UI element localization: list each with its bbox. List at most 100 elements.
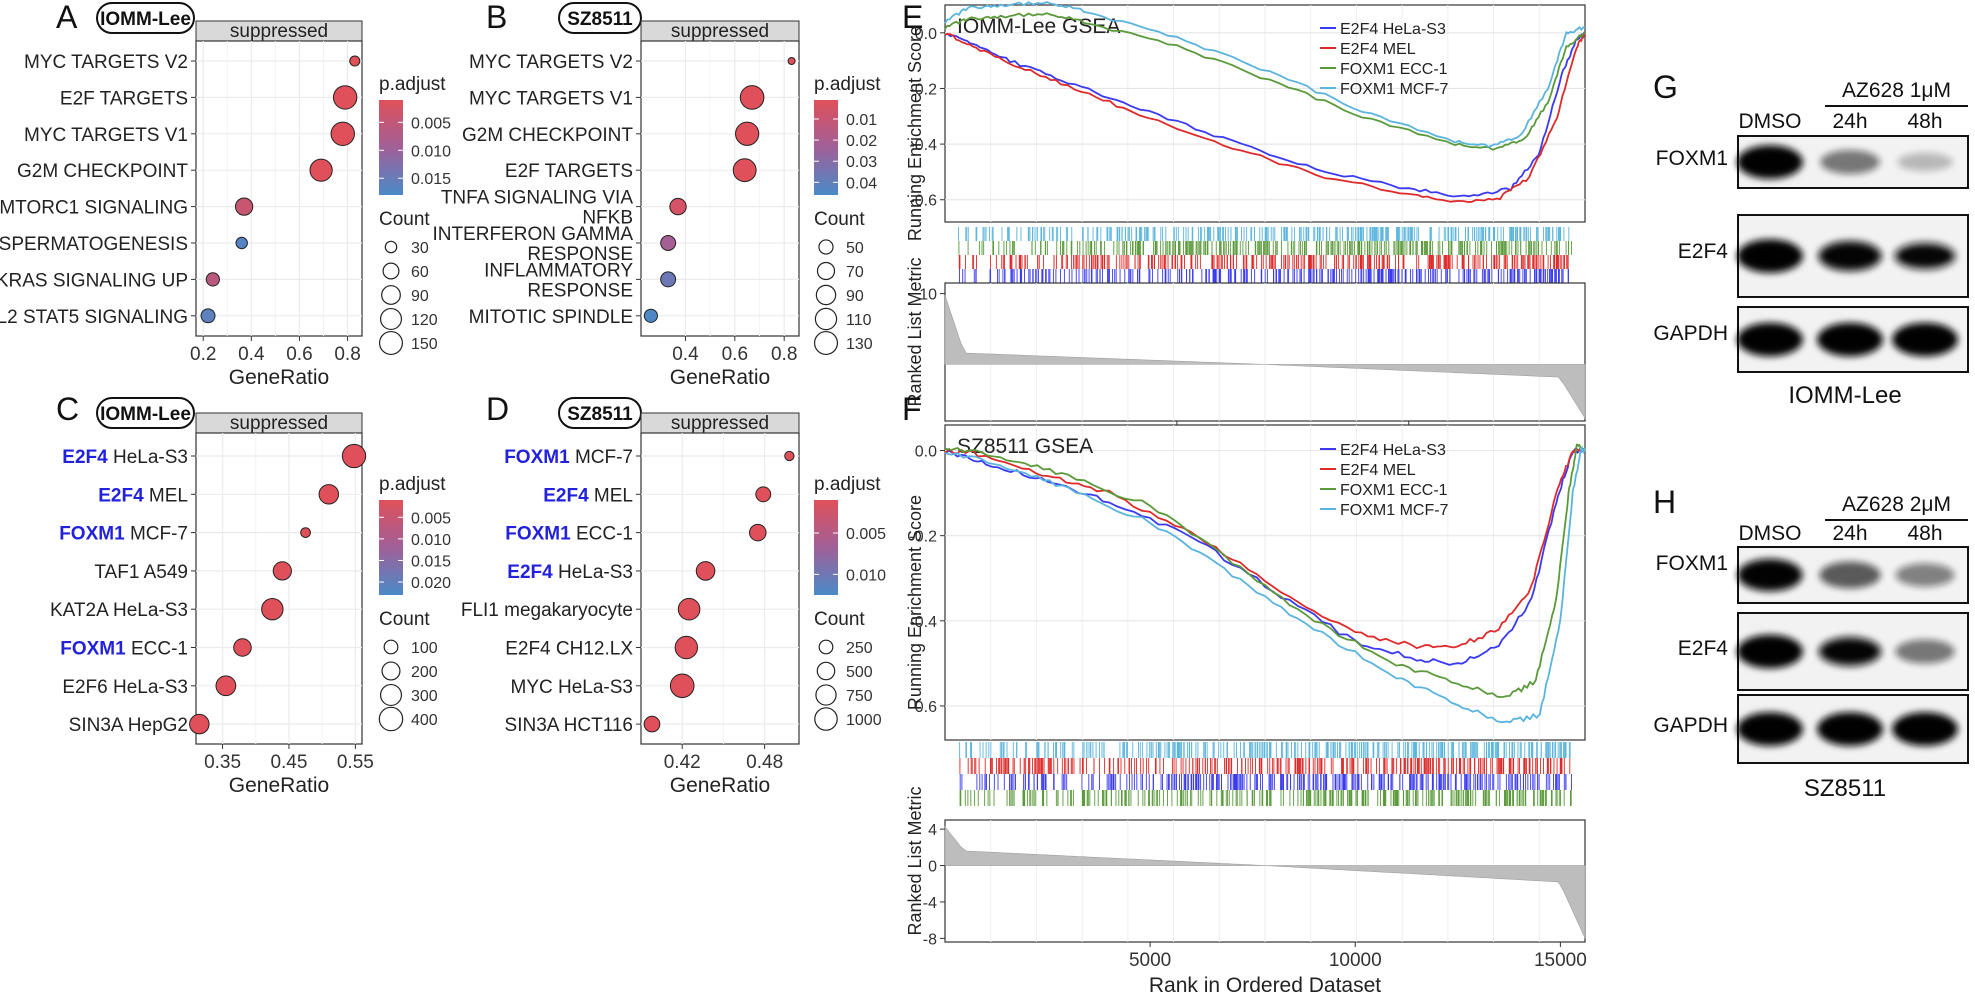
legend-colorbar <box>379 500 403 595</box>
protein-band-core <box>1744 641 1796 662</box>
data-point <box>300 527 311 538</box>
lane-label: 24h <box>1832 522 1867 545</box>
protein-band-core <box>1824 642 1876 661</box>
gsea-f: F 0.0 -0.2 -0.4 -0.6 SZ8511 GSEA E2F4 HeLa-S3 E… <box>902 391 1587 997</box>
protein-band <box>1897 152 1953 172</box>
legend-size-swatch <box>816 661 836 681</box>
ranked-metric-area <box>944 825 1586 939</box>
y-tick-label: -0.4 <box>909 137 937 154</box>
category-label: FOXM1 ECC-1 <box>60 639 188 660</box>
western-blot-h: H DMSO AZ628 2μM 24h 48h FOXM1 E2F4 GAPDH SZ8511 <box>1653 484 1969 802</box>
category-label: E2F4 HeLa-S3 <box>62 447 188 468</box>
protein-band-core <box>1900 247 1950 265</box>
colorbar-label: 0.04 <box>846 175 877 192</box>
y-tick-label: 0.0 <box>915 26 937 43</box>
es-curve <box>944 443 1586 699</box>
data-point <box>189 713 210 735</box>
legend-size-swatch <box>818 239 834 255</box>
protein-band-core <box>1744 329 1796 350</box>
legend-size-label: 300 <box>411 688 438 705</box>
data-point <box>330 121 355 147</box>
plot-panel <box>640 40 800 337</box>
cell-line-label: IOMM-Lee <box>100 9 191 30</box>
category-label: E2F4 MEL <box>98 485 188 506</box>
x-tick-label: 0.8 <box>771 344 797 365</box>
x-axis-label: Rank in Ordered Dataset <box>1149 974 1381 997</box>
colorbar-label: 0.005 <box>411 510 451 527</box>
legend-label: FOXM1 MCF-7 <box>1340 502 1449 519</box>
legend-size-label: 110 <box>846 312 872 329</box>
legend-label: FOXM1 MCF-7 <box>1340 81 1449 98</box>
legend-label: FOXM1 ECC-1 <box>1340 61 1448 78</box>
drug-label: AZ628 1μM <box>1842 79 1951 102</box>
x-axis-label: GeneRatio <box>670 366 770 389</box>
y-tick-label: 0.0 <box>915 444 937 461</box>
legend-size-swatch <box>381 661 401 681</box>
tf-name: E2F4 <box>507 562 558 583</box>
category-label: E2F TARGETS <box>505 161 633 182</box>
category-label: MTORC1 SIGNALING <box>0 198 188 219</box>
cell-line-badge <box>558 2 642 34</box>
western-blot-g: G DMSO AZ628 1μM 24h 48h FOXM1 E2F4 GAPDH IOMM-L… <box>1653 69 1969 409</box>
category-label: G2M CHECKPOINT <box>17 161 188 182</box>
legend-size-swatch <box>378 706 404 732</box>
panel-letter-h: H <box>1653 484 1676 520</box>
x-tick-label: 5000 <box>1129 950 1171 971</box>
legend-label: E2F4 MEL <box>1340 462 1416 479</box>
legend-size-label: 50 <box>846 240 864 257</box>
legend-color-title: p.adjust <box>814 474 881 495</box>
protein-band-core <box>1899 719 1951 739</box>
cell-name: HeLa-S3 <box>113 447 188 468</box>
legend-size-swatch <box>378 330 404 356</box>
category-label: MYC HeLa-S3 <box>511 677 634 698</box>
legend-size-label: 30 <box>411 240 429 257</box>
y-tick-label: 10 <box>919 287 937 304</box>
data-point <box>695 561 716 581</box>
legend-size-swatch <box>813 330 839 356</box>
cell-name: MCF-7 <box>575 447 633 468</box>
category-label: MYC TARGETS V1 <box>469 88 633 109</box>
cell-name: HeLa-S3 <box>558 562 633 583</box>
legend-size-label: 60 <box>411 264 429 281</box>
dotplot-c: C IOMM-Lee suppressed 0.35 0.45 0.55 E2F4 HeLa… <box>50 391 451 797</box>
category-label: TNFA SIGNALING VIA <box>441 188 633 209</box>
category-label: FOXM1 MCF-7 <box>504 447 633 468</box>
blot-cell-line: SZ8511 <box>1804 775 1886 802</box>
x-tick-label: 15000 <box>1534 950 1587 971</box>
category-label: KRAS SIGNALING UP <box>0 270 188 291</box>
legend-color-title: p.adjust <box>814 74 881 95</box>
data-point <box>660 235 677 251</box>
tf-name: E2F4 <box>543 485 594 506</box>
y-tick-label: -0.6 <box>909 699 937 716</box>
data-point <box>677 597 701 621</box>
tf-name: E2F4 <box>98 485 149 506</box>
category-label: MYC TARGETS V1 <box>24 125 188 146</box>
lane-label: DMSO <box>1739 110 1802 133</box>
gsea-title: SZ8511 GSEA <box>957 435 1093 458</box>
legend-label: E2F4 MEL <box>1340 41 1416 58</box>
legend-size-label: 130 <box>846 336 873 353</box>
es-curve <box>944 447 1586 666</box>
y-axis-label-metric: Ranked List Metric <box>905 257 925 406</box>
facet-strip-label: suppressed <box>671 413 769 434</box>
data-point <box>200 308 216 324</box>
legend-color-title: p.adjust <box>379 474 446 495</box>
es-curve <box>944 1 1586 149</box>
data-point <box>341 443 367 469</box>
legend-size-label: 120 <box>411 312 438 329</box>
legend-size-swatch <box>814 307 838 331</box>
facet-strip-label: suppressed <box>671 21 769 42</box>
dotplot-a: A IOMM-Lee suppressed 0.2 0.4 0.6 0.8 MYC TARGE… <box>0 0 451 389</box>
cell-name: ECC-1 <box>131 639 188 660</box>
es-curve <box>944 32 1586 203</box>
legend-size-label: 70 <box>846 264 864 281</box>
colorbar-label: 0.03 <box>846 154 877 171</box>
legend-label: E2F4 HeLa-S3 <box>1340 21 1446 38</box>
data-point <box>349 55 361 67</box>
panel-letter-e: E <box>902 0 923 35</box>
data-point <box>784 450 795 462</box>
legend-colorbar <box>379 100 403 195</box>
protein-band-core <box>1824 329 1876 350</box>
category-label: E2F6 HeLa-S3 <box>62 677 188 698</box>
legend-size-label: 100 <box>411 640 438 657</box>
